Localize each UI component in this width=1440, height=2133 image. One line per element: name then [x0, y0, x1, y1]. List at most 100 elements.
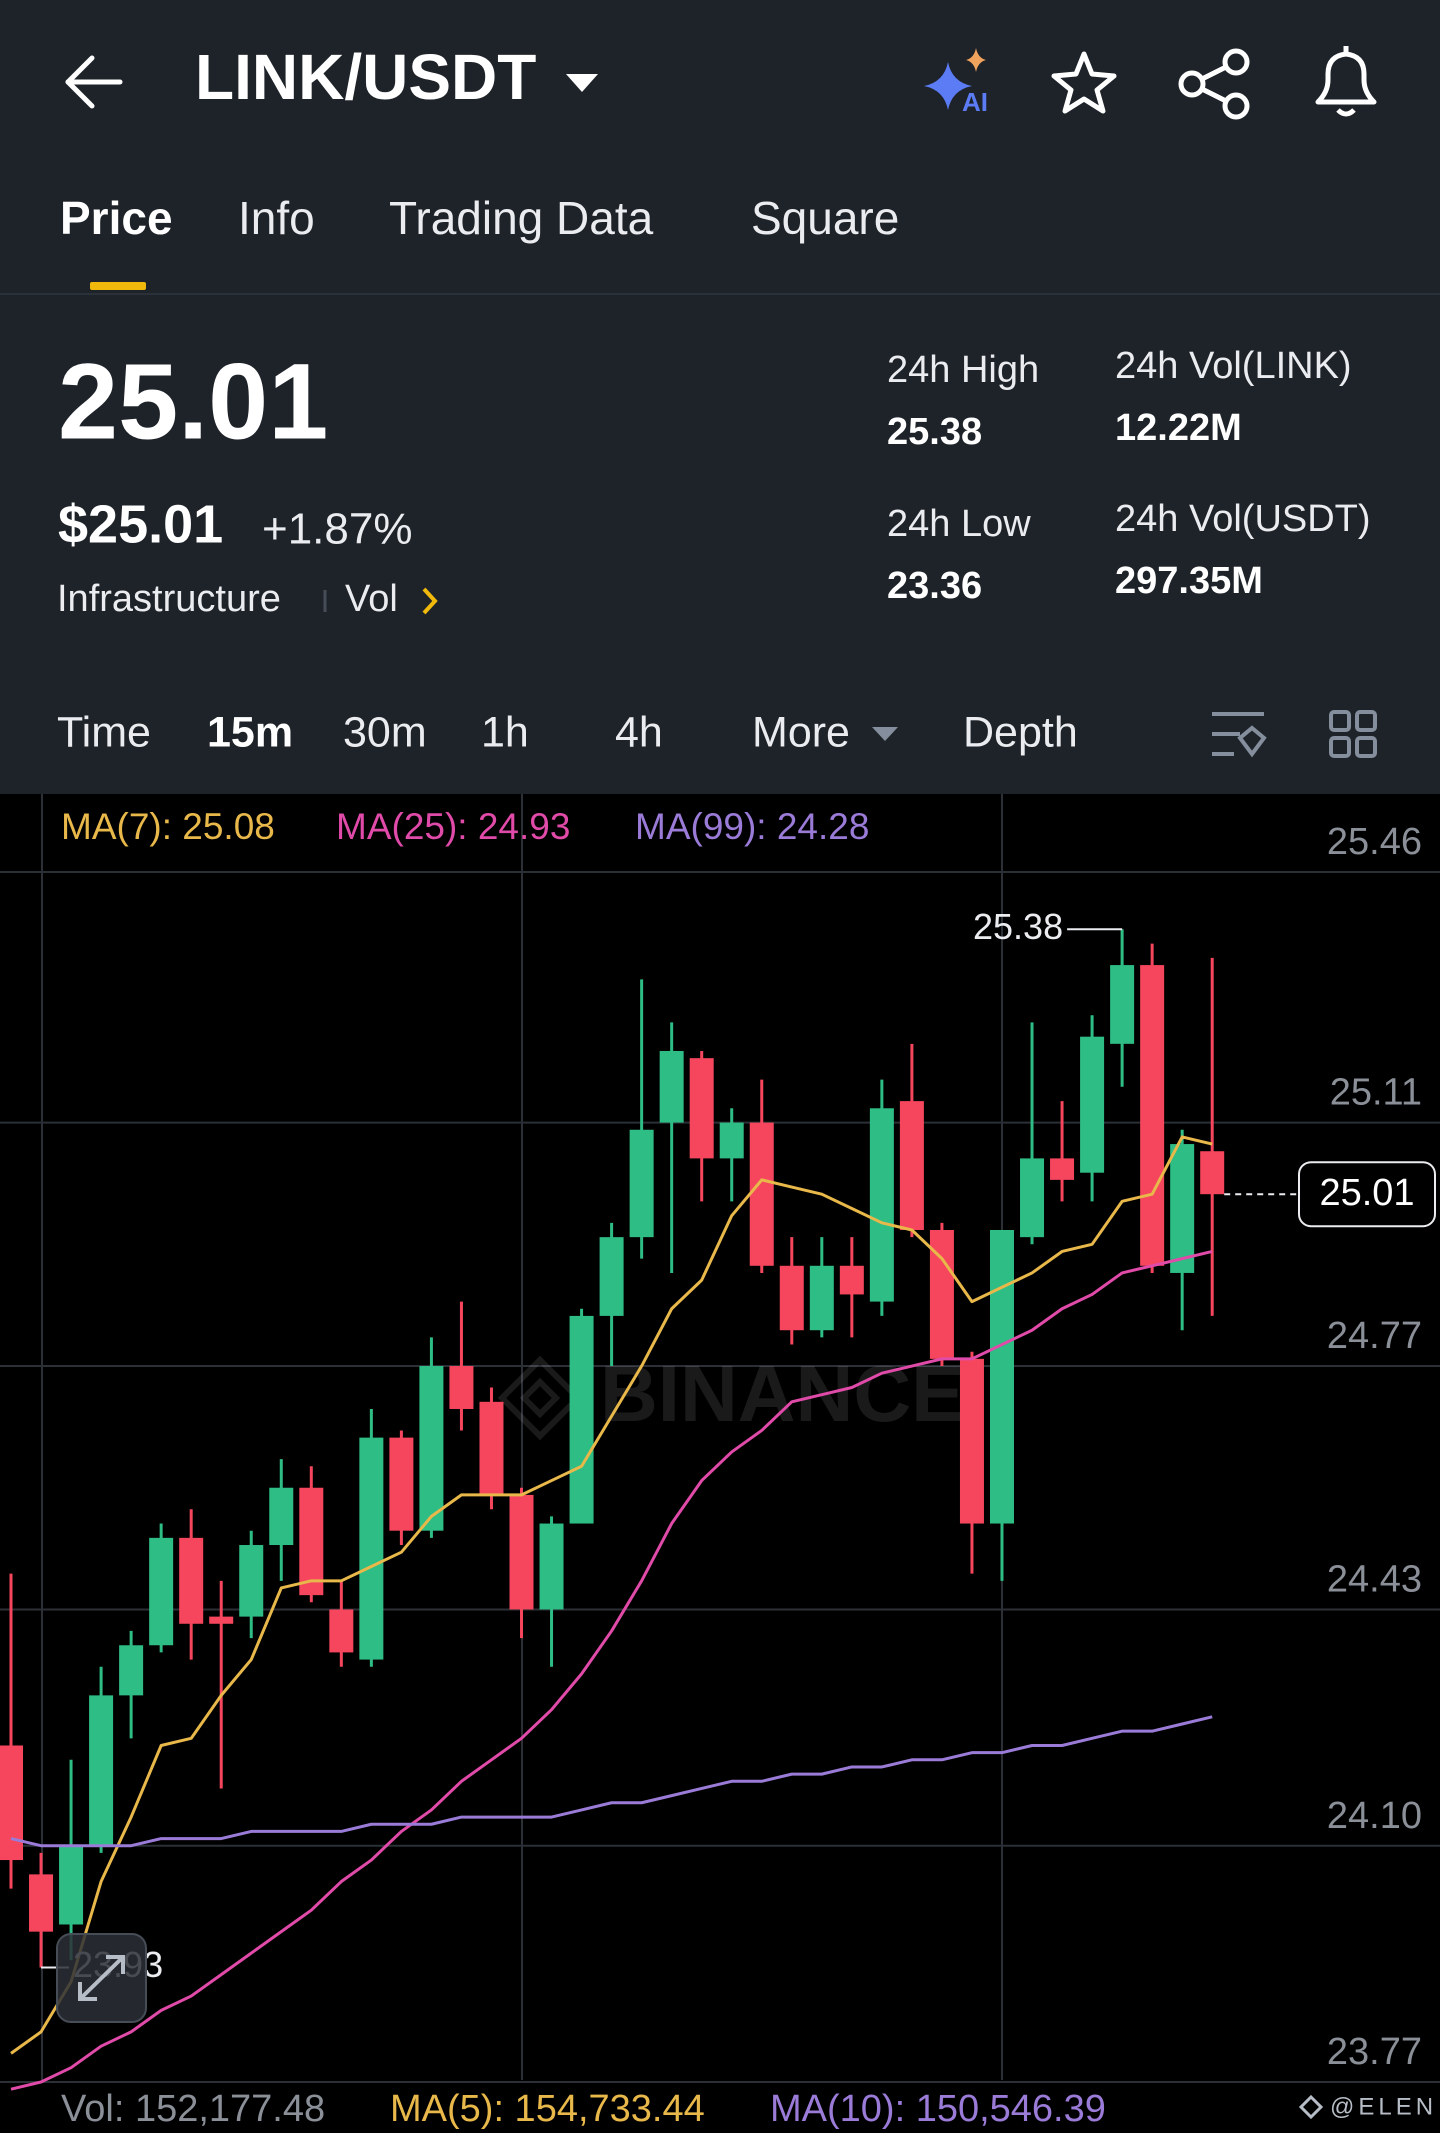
legend-entry: MA(7): 25.08 — [61, 806, 275, 847]
ai-button-part[interactable] — [966, 48, 986, 72]
indicator-settings-part[interactable] — [1237, 725, 1267, 758]
candle-body — [599, 1237, 624, 1316]
candle-body — [899, 1101, 924, 1230]
y-tick-label: 25.11 — [1330, 1072, 1422, 1114]
vol-link[interactable]: Vol — [345, 578, 398, 620]
stat-value: 297.35M — [1115, 560, 1263, 602]
share-button-part[interactable] — [1222, 92, 1250, 120]
current-price-label: 25.01 — [1319, 1172, 1414, 1214]
credit-text: @ELEN — [1330, 2093, 1437, 2120]
layout-button-part[interactable] — [1329, 736, 1351, 758]
alert-button-part[interactable] — [1336, 108, 1356, 117]
candle-body — [749, 1122, 774, 1266]
candle-body — [419, 1366, 444, 1531]
watermark-logo — [497, 1355, 583, 1441]
layout-button-part[interactable] — [1355, 710, 1377, 732]
stat-value: 12.22M — [1115, 407, 1242, 449]
layout-button-part[interactable] — [1355, 736, 1377, 758]
back-button[interactable] — [65, 55, 123, 109]
interval[interactable]: 30m — [343, 708, 427, 756]
share-button-part[interactable] — [1200, 86, 1228, 104]
candle-body — [869, 1108, 894, 1302]
price-change: +1.87% — [262, 505, 412, 554]
share-button-part[interactable] — [1222, 48, 1250, 76]
layout-button-part[interactable] — [1329, 710, 1351, 732]
candle-body — [779, 1265, 804, 1331]
tab[interactable]: Square — [751, 192, 899, 244]
candle-body — [509, 1494, 534, 1610]
candle-body — [449, 1366, 474, 1409]
pair-title[interactable]: LINK/USDT — [195, 41, 536, 113]
expand-button-part-part[interactable] — [78, 1955, 125, 2001]
ai-badge[interactable]: AI — [962, 87, 988, 117]
back-button-part[interactable] — [65, 55, 95, 109]
pair-selector[interactable]: LINK/USDT — [195, 41, 598, 113]
tab[interactable]: Price — [60, 192, 173, 244]
volume-legend-entry: MA(5): 154,733.44 — [390, 2088, 705, 2130]
candle-body — [149, 1537, 174, 1646]
candle-body — [569, 1315, 594, 1524]
candle-body — [1200, 1151, 1225, 1195]
interval[interactable]: More — [752, 708, 850, 756]
candle-body — [689, 1058, 714, 1159]
candle-body — [839, 1265, 864, 1295]
candle-body — [359, 1437, 384, 1660]
candle-body — [539, 1523, 564, 1610]
credit-part — [1298, 2094, 1324, 2120]
candle-body — [1140, 965, 1165, 1266]
indicator-settings[interactable] — [1212, 712, 1267, 758]
share-button-part[interactable] — [1178, 70, 1206, 98]
volume-legend-entry: MA(10): 150,546.39 — [770, 2088, 1106, 2130]
expand-button-part[interactable] — [78, 1955, 125, 2001]
interval[interactable]: 15m — [207, 708, 293, 756]
interval[interactable]: Time — [57, 708, 151, 756]
layout-button[interactable] — [1329, 710, 1377, 758]
vol-chevron[interactable] — [422, 587, 438, 615]
watermark-logo-part — [519, 1377, 561, 1419]
legend-entry: MA(25): 24.93 — [336, 806, 570, 847]
expand-button-part-part[interactable] — [106, 1955, 125, 1974]
tab[interactable]: Trading Data — [389, 192, 654, 244]
candle-body — [629, 1129, 654, 1238]
high-label: 25.38 — [973, 906, 1063, 947]
sector-tag[interactable]: Infrastructure — [57, 578, 281, 620]
candle-body — [1170, 1144, 1195, 1273]
favorite-button-part[interactable] — [1051, 51, 1117, 114]
more-caret[interactable] — [872, 727, 898, 741]
expand-button-part-part[interactable] — [78, 1982, 97, 2001]
candle-body — [809, 1265, 834, 1331]
stat-label: 24h Vol(USDT) — [1115, 498, 1371, 540]
credit: @ELEN — [1298, 2093, 1437, 2120]
candle-body — [59, 1845, 84, 1925]
alert-button[interactable] — [1315, 46, 1377, 117]
share-button-part[interactable] — [1200, 64, 1228, 82]
candle-body — [299, 1487, 324, 1596]
last-price: 25.01 — [58, 341, 328, 462]
dropdown-caret[interactable] — [566, 74, 598, 92]
y-tick-label: 25.46 — [1327, 821, 1422, 863]
candle-body — [329, 1609, 354, 1653]
interval[interactable]: 1h — [481, 708, 529, 756]
credit-part-part — [1298, 2094, 1324, 2120]
candle-body — [269, 1487, 294, 1546]
interval[interactable]: 4h — [615, 708, 663, 756]
candle-body — [239, 1545, 264, 1617]
ma-line — [10, 1135, 1213, 2055]
ai-button-part[interactable] — [924, 62, 972, 110]
y-tick-label: 23.77 — [1327, 2031, 1422, 2073]
y-tick-label: 24.43 — [1327, 1558, 1422, 1600]
share-button[interactable] — [1178, 48, 1250, 120]
interval[interactable]: Depth — [963, 708, 1078, 756]
candles — [0, 929, 1225, 1968]
watermark-logo-part — [497, 1355, 583, 1441]
ai-button[interactable]: AI — [924, 48, 988, 117]
favorite-button[interactable] — [1051, 51, 1117, 114]
current-price-box — [1298, 1161, 1436, 1228]
tab[interactable]: Info — [238, 192, 315, 244]
expand-button[interactable] — [56, 1933, 147, 2023]
alert-button-part[interactable] — [1315, 51, 1377, 105]
moving-averages — [10, 1135, 1213, 2091]
candle-body — [29, 1874, 54, 1932]
